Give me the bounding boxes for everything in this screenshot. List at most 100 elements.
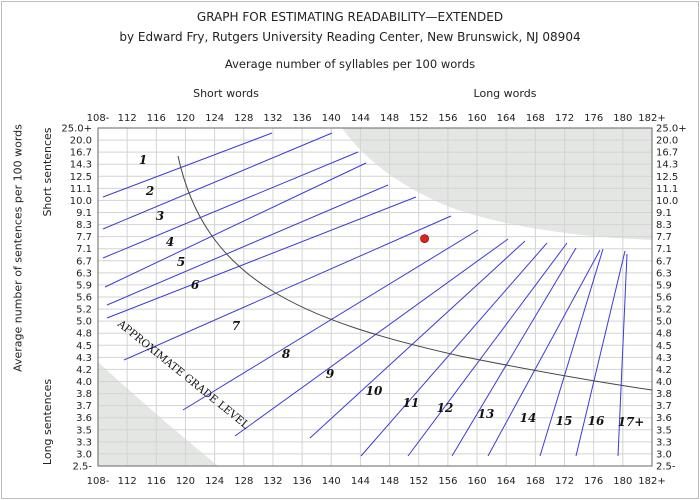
grade-label-5: 5 [177,255,185,269]
y-tick-label-right: 12.5 [656,172,678,183]
grade-label-15: 15 [556,414,573,428]
y-tick-label-right: 2.5- [656,462,676,473]
grade-label-4: 4 [166,235,174,249]
grade-boundary-line [106,184,389,306]
grade-boundary-line [360,242,548,457]
x-tick-label-top: 124 [205,113,224,124]
x-tick-label-bottom: 112 [118,476,137,487]
grade-label-6: 6 [191,278,200,292]
y-tick-label-right: 8.3 [656,220,672,231]
x-tick-label-top: 176 [584,113,603,124]
grade-label-8: 8 [282,347,291,361]
x-tick-label-bottom: 144 [351,476,370,487]
x-tick-label-bottom: 156 [438,476,457,487]
chart-subtitle: by Edward Fry, Rutgers University Readin… [119,30,581,44]
y-tick-label-right: 3.8 [656,389,672,400]
y-tick-label-left: 20.0 [70,136,92,147]
grade-label-11: 11 [403,396,420,410]
y-tick-label-right: 4.3 [656,353,672,364]
x-tick-label-bottom: 148 [380,476,399,487]
label-short-sentences: Short sentences [41,127,54,216]
x-tick-label-top: 148 [380,113,399,124]
x-tick-label-top: 182+ [638,113,665,124]
x-tick-label-bottom: 120 [176,476,195,487]
y-tick-label-right: 9.1 [656,208,672,219]
x-tick-label-bottom: 182+ [638,476,665,487]
chart-title: GRAPH FOR ESTIMATING READABILITY—EXTENDE… [196,10,504,24]
y-tick-label-left: 8.3 [76,220,92,231]
x-tick-label-top: 108- [87,113,110,124]
x-tick-label-top: 132 [263,113,282,124]
grade-boundary-line [104,162,367,288]
y-tick-label-right: 4.0 [656,377,672,388]
grade-boundary-line [106,196,417,319]
y-tick-label-left: 3.0 [76,449,92,460]
y-tick-label-right: 10.0 [656,196,678,207]
y-tick-label-right: 5.6 [656,293,672,304]
x-tick-label-bottom: 172 [555,476,574,487]
y-tick-label-left: 12.5 [70,172,92,183]
y-tick-label-left: 3.3 [76,437,92,448]
grade-boundary-line [451,247,577,457]
x-tick-label-top: 156 [438,113,457,124]
grade-label-12: 12 [437,401,454,415]
x-tick-label-top: 152 [409,113,428,124]
grade-boundary-line [182,229,479,411]
y-tick-label-left: 6.3 [76,268,92,279]
y-tick-label-left: 9.1 [76,208,92,219]
y-tick-label-left: 2.5- [72,462,92,473]
grade-label-17+: 17+ [618,415,645,429]
y-tick-label-left: 3.7 [76,401,92,412]
x-tick-label-top: 172 [555,113,574,124]
x-tick-label-bottom: 108- [87,476,110,487]
label-long-words: Long words [474,87,537,100]
y-tick-label-left: 14.3 [70,160,92,171]
y-tick-label-left: 7.1 [76,244,92,255]
y-tick-label-right: 4.5 [656,341,672,352]
x-tick-label-bottom: 152 [409,476,428,487]
x-tick-label-bottom: 164 [497,476,516,487]
y-tick-label-right: 16.7 [656,148,678,159]
grade-boundary-line [617,253,628,457]
grade-boundary-line [102,132,333,230]
y-tick-label-left: 3.6 [76,413,92,424]
label-short-words: Short words [193,87,259,100]
y-tick-label-right: 14.3 [656,160,678,171]
readability-point [420,234,429,244]
grade-boundary-line [575,250,626,457]
label-long-sentences: Long sentences [41,379,54,465]
y-tick-label-left: 25.0+ [61,124,92,135]
grade-label-2: 2 [145,184,154,198]
x-tick-label-bottom: 140 [322,476,341,487]
grade-label-13: 13 [478,407,495,421]
y-tick-label-right: 4.2 [656,365,672,376]
grade-label-1: 1 [139,153,147,167]
y-tick-label-left: 5.6 [76,293,92,304]
y-tick-label-left: 4.2 [76,365,92,376]
grade-boundary-line [539,248,604,457]
x-tick-label-bottom: 124 [205,476,224,487]
x-tick-label-top: 120 [176,113,195,124]
x-axis-title: Average number of syllables per 100 word… [224,57,476,71]
plot-border [97,127,653,467]
y-tick-label-left: 10.0 [70,196,92,207]
y-tick-label-left: 3.8 [76,389,92,400]
y-tick-label-right: 6.3 [656,268,672,279]
y-tick-label-left: 7.7 [76,232,92,243]
grade-boundary-line [407,242,568,457]
y-tick-label-right: 3.5 [656,425,672,436]
y-tick-label-right: 5.0 [656,317,672,328]
grade-label-10: 10 [366,384,383,398]
y-tick-label-left: 16.7 [70,148,92,159]
grade-boundary-line [102,151,359,259]
shaded-region-bottom-left [98,362,218,466]
x-tick-label-top: 128 [234,113,253,124]
x-tick-label-bottom: 168 [526,476,545,487]
y-tick-label-right: 3.0 [656,449,672,460]
x-tick-label-top: 116 [147,113,166,124]
x-tick-label-bottom: 128 [234,476,253,487]
y-tick-label-right: 5.9 [656,280,672,291]
y-tick-label-right: 6.7 [656,256,672,267]
y-tick-label-left: 4.5 [76,341,92,352]
